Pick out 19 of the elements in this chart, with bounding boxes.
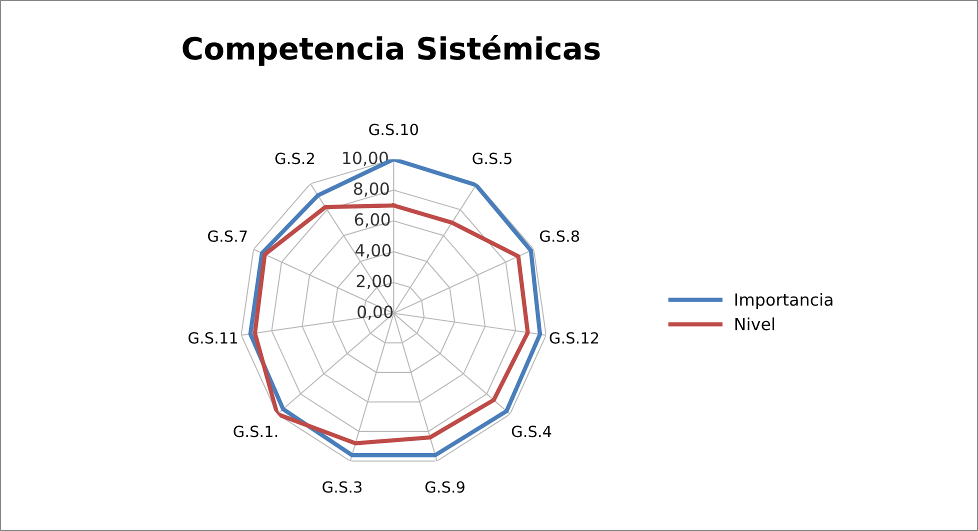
spoke-label: G.S.4: [512, 426, 552, 438]
legend-label: Importancia: [735, 292, 832, 310]
spoke-label: G.S.2: [275, 152, 314, 164]
y-tick-label: 2,00: [356, 274, 392, 290]
y-tick-label: 8,00: [354, 182, 389, 197]
chart-title: Competencia Sistémicas: [182, 35, 600, 66]
spoke-label: G.S.12: [550, 332, 598, 344]
y-tick-label: 4,00: [356, 244, 391, 258]
y-tick-label: 0,00: [358, 306, 393, 320]
spoke-label: G.S.11: [188, 332, 237, 344]
spoke-label: G.S.8: [540, 230, 580, 242]
spoke-label: G.S.9: [425, 481, 464, 493]
spoke-label: G.S.3: [322, 481, 362, 493]
spoke-label: G.S.10: [369, 124, 418, 136]
legend-label: Nivel: [735, 317, 774, 330]
spoke-label: G.S.1.: [234, 426, 278, 438]
spoke-label: G.S.7: [208, 230, 247, 242]
spoke-label: G.S.5: [472, 152, 512, 164]
y-tick-label: 6,00: [354, 213, 390, 228]
